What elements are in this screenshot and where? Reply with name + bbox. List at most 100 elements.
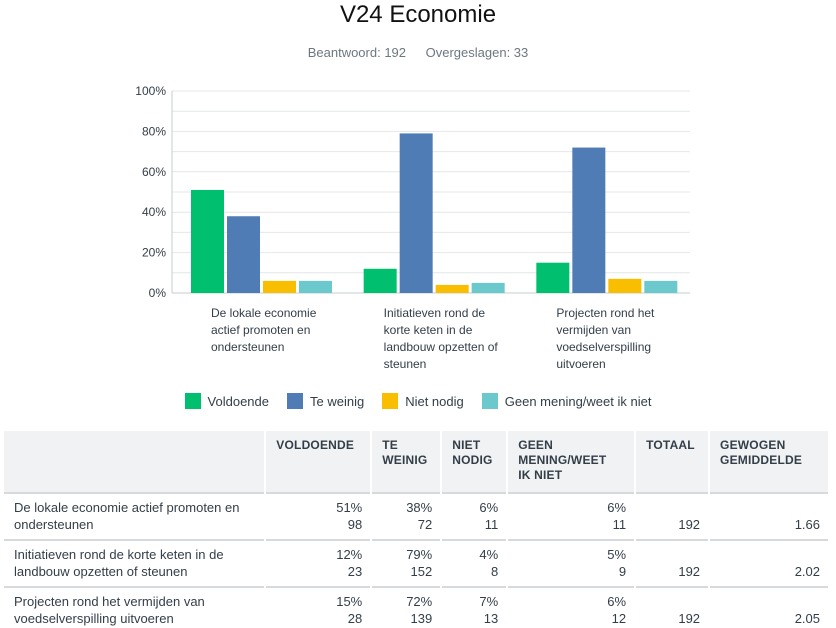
cell-value: 5% — [607, 547, 627, 562]
cell-value: 23 — [347, 564, 363, 579]
bar-2-group-1 — [227, 216, 260, 293]
row-label: Initiatieven rond de korte keten in de l… — [4, 539, 267, 587]
bar-2-group-3 — [572, 147, 606, 293]
bar-chart: 0% 20% 40% 60% 80% 100% De lokale economie acti… — [135, 84, 690, 371]
legend-swatch — [287, 393, 303, 409]
legend-item: Te weinig — [287, 393, 364, 409]
total-cell: 192 — [635, 539, 711, 587]
table-cell: 6% 12 — [507, 586, 637, 628]
column-header-line: IK NIET — [518, 468, 563, 482]
column-header-line: WEINIG — [382, 453, 428, 467]
table-cell: 5% 9 — [507, 539, 637, 587]
y-tick-label: 40% — [142, 205, 166, 219]
bar-3-group-2 — [435, 284, 469, 293]
table-cell: 72% 139 — [371, 586, 443, 628]
skipped-count: Overgeslagen: 33 — [425, 45, 529, 60]
cell-value: 152 — [410, 564, 433, 579]
table-cell: 51% 98 — [265, 492, 373, 540]
weighted-average-cell: 1.66 — [709, 492, 830, 540]
legend-label: Voldoende — [207, 393, 269, 409]
x-category-label: landbouw opzetten of — [384, 340, 499, 354]
legend-label: Geen mening/weet ik niet — [504, 393, 652, 409]
bar-1-group-3 — [536, 262, 570, 293]
column-header-line: NODIG — [452, 453, 493, 467]
legend-swatch — [382, 393, 399, 409]
table-cell: 12% 23 — [265, 539, 373, 587]
column-header-line: VOLDOENDE — [276, 438, 355, 452]
cell-value: 6% — [607, 594, 627, 609]
y-tick-label: 100% — [135, 84, 166, 98]
legend-swatch — [481, 393, 498, 409]
column-header: VOLDOENDE — [265, 431, 373, 493]
bar-4-group-3 — [644, 280, 678, 293]
x-category-label: korte keten in de — [384, 323, 473, 337]
cell-value: 51% — [336, 500, 363, 515]
x-category-label: De lokale economie — [211, 306, 317, 320]
cell-value: 6% — [479, 500, 499, 515]
legend-swatch — [184, 393, 201, 409]
cell-value: 11 — [484, 517, 499, 532]
table-row: Projecten rond het vermijden van voedsel… — [4, 586, 830, 628]
cell-value: 6% — [607, 500, 627, 515]
cell-value: 28 — [347, 611, 363, 626]
cell-value: 38% — [406, 500, 433, 515]
bar-1-group-2 — [363, 268, 397, 293]
legend-item: Geen mening/weet ik niet — [481, 393, 652, 409]
cell-value: 4% — [479, 547, 499, 562]
cell-value: 72 — [417, 517, 433, 532]
bar-4-group-2 — [471, 282, 505, 293]
legend-item: Voldoende — [184, 393, 269, 409]
answered-count: Beantwoord: 192 — [307, 45, 407, 60]
bar-1-group-1 — [191, 189, 224, 293]
chart-legend: Voldoende Te weinig Niet nodig Geen mening/… — [0, 393, 836, 409]
cell-value: 72% — [406, 594, 433, 609]
column-header-line: GEWOGEN — [720, 438, 786, 452]
x-category-label: steunen — [384, 357, 427, 371]
y-tick-label: 60% — [142, 165, 166, 179]
x-category-label: vermijden van — [556, 323, 631, 337]
table-cell: 15% 28 — [265, 586, 373, 628]
cell-value: 7% — [479, 594, 499, 609]
legend-label: Niet nodig — [405, 393, 464, 409]
column-header-line: NIET — [452, 438, 481, 452]
table-cell: 79% 152 — [371, 539, 443, 587]
column-header — [4, 431, 267, 493]
table-cell: 4% 8 — [441, 539, 509, 587]
y-tick-label: 20% — [142, 246, 166, 260]
total-cell: 192 — [635, 586, 711, 628]
row-label: De lokale economie actief promoten en on… — [4, 492, 267, 540]
table-row: Initiatieven rond de korte keten in de l… — [4, 539, 830, 587]
column-header: GEEN MENING/WEET IK NIET — [507, 431, 637, 493]
weighted-average-cell: 2.05 — [709, 586, 830, 628]
bar-4-group-1 — [299, 280, 332, 293]
x-category-label: Projecten rond het — [556, 306, 655, 320]
bar-2-group-2 — [399, 133, 433, 293]
x-category-label: uitvoeren — [556, 357, 605, 371]
total-cell: 192 — [635, 492, 711, 540]
table-row: De lokale economie actief promoten en on… — [4, 492, 830, 540]
weighted-average-cell: 2.02 — [709, 539, 830, 587]
y-tick-label: 0% — [149, 286, 167, 300]
cell-value: 15% — [336, 594, 363, 609]
table-cell: 7% 13 — [441, 586, 509, 628]
cell-value: 9 — [618, 564, 627, 579]
table-header-row: VOLDOENDE TE WEINIG NIET NODIG GEEN MENING/WEE… — [4, 431, 830, 493]
column-header-line: GEMIDDELDE — [720, 453, 803, 467]
bar-3-group-1 — [263, 280, 296, 293]
row-label: Projecten rond het vermijden van voedsel… — [4, 586, 267, 628]
cell-value: 12% — [336, 547, 363, 562]
column-header: NIET NODIG — [441, 431, 509, 493]
cell-value: 139 — [410, 611, 433, 626]
cell-value: 79% — [406, 547, 433, 562]
table-cell: 6% 11 — [441, 492, 509, 540]
column-header: TE WEINIG — [371, 431, 443, 493]
column-header-line: GEEN — [518, 438, 553, 452]
y-tick-label: 80% — [142, 124, 166, 138]
cell-value: 12 — [611, 611, 627, 626]
x-category-label: Initiatieven rond de — [384, 306, 486, 320]
column-header-line: TOTAAL — [646, 438, 695, 452]
x-category-label: actief promoten en — [211, 323, 310, 337]
response-stats: Beantwoord: 192 Overgeslagen: 33 — [0, 45, 836, 60]
results-table: VOLDOENDE TE WEINIG NIET NODIG GEEN MENING/WEE… — [4, 431, 830, 628]
legend-label: Te weinig — [310, 393, 365, 409]
